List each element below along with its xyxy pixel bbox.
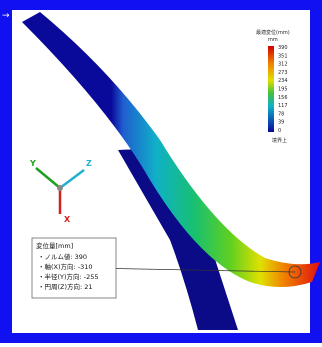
legend-footer: 境界上 (272, 137, 287, 144)
callout-line: ・軸(X)方向: -310 (38, 262, 93, 271)
legend-label: 195 (278, 87, 288, 93)
legend-title: 最適変位(mm) (256, 29, 290, 36)
callout-line: ・半径(Y)方向: -255 (38, 272, 99, 281)
legend-label: 351 (278, 53, 288, 59)
legend-label: 39 (278, 120, 284, 126)
legend-label: 390 (278, 45, 288, 51)
axis-label: Z (86, 159, 92, 168)
origin (57, 185, 63, 191)
callout-title: 変位量[mm] (36, 241, 73, 250)
axis-label: Y (29, 159, 36, 168)
legend-label: 156 (278, 95, 288, 101)
color-bar (268, 46, 274, 132)
legend-label: 312 (278, 62, 288, 68)
legend-label: 117 (278, 103, 288, 109)
viewport: → Y Z X 最適変位(mm) mm 39035131227323419515… (0, 0, 322, 343)
legend-label: 234 (278, 78, 288, 84)
axis-label: X (64, 215, 71, 224)
legend-label: 78 (278, 111, 284, 117)
callout-line: ・円周(Z)方向: 21 (38, 282, 93, 291)
arrow-icon: → (2, 11, 10, 21)
legend-label: 0 (278, 128, 281, 134)
callout-line: ・ノルム値: 390 (38, 252, 87, 261)
legend-label: 273 (278, 70, 288, 76)
callout: 変位量[mm] ・ノルム値: 390・軸(X)方向: -310・半径(Y)方向:… (32, 238, 116, 298)
legend-unit: mm (268, 37, 278, 43)
